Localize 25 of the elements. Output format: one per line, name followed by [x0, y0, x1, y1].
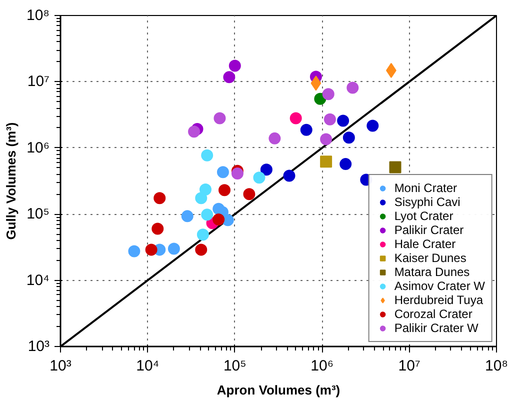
legend-label: Palikir Crater W [394, 321, 478, 335]
y-tick-label: 10³ [28, 338, 50, 355]
legend-label: Palikir Crater [394, 223, 464, 237]
legend-label: Hale Crater [394, 237, 456, 251]
legend-label: Herdubreid Tuya [394, 293, 484, 307]
x-tick-label: 10³ [50, 358, 72, 374]
legend-label: Asimov Crater W [394, 279, 485, 293]
y-tick-label: 10⁵ [26, 206, 50, 223]
x-axis-title: Apron Volumes (m³) [216, 382, 340, 398]
legend-label: Lyot Crater [394, 209, 454, 223]
x-tick-label: 10⁶ [310, 358, 334, 374]
y-tick-label: 10⁴ [26, 272, 50, 289]
y-axis-title: Gully Volumes (m³) [3, 122, 18, 240]
x-tick-label: 10⁴ [136, 358, 160, 374]
x-tick-label: 10⁸ [484, 358, 508, 374]
y-tick-label: 10⁶ [26, 139, 50, 156]
legend-label: Corozal Crater [394, 307, 472, 321]
legend-label: Kaiser Dunes [394, 251, 466, 265]
x-tick-label: 10⁷ [398, 358, 420, 374]
y-tick-label: 10⁸ [26, 7, 50, 24]
legend-label: Sisyphi Cavi [394, 195, 460, 209]
y-tick-label: 10⁷ [27, 73, 50, 90]
x-tick-label: 10⁵ [223, 358, 246, 374]
legend-label: Matara Dunes [394, 265, 470, 279]
legend-label: Moni Crater [394, 181, 457, 195]
